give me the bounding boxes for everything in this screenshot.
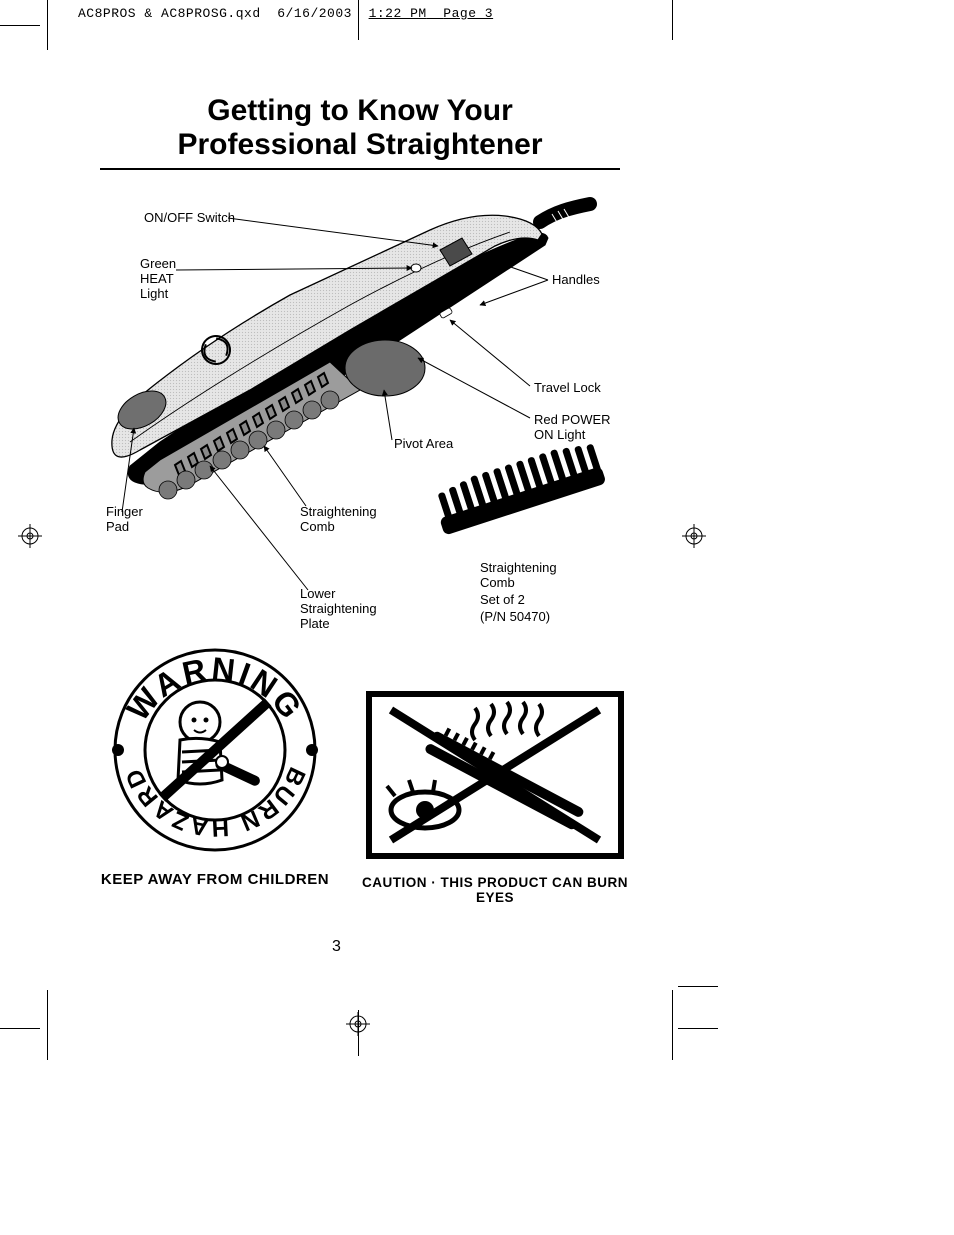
label-finger-pad-1: Finger bbox=[106, 504, 143, 519]
crop-mark bbox=[47, 0, 48, 50]
label-red-power-2: ON Light bbox=[534, 427, 585, 442]
crop-mark bbox=[47, 990, 48, 1060]
title-underline bbox=[100, 168, 620, 170]
title-line2: Professional Straightener bbox=[177, 128, 542, 161]
label-red-power-1: Red POWER bbox=[534, 412, 611, 427]
crop-mark bbox=[678, 986, 718, 987]
print-file-date: 6/16/2003 bbox=[277, 6, 352, 21]
title-line1: Getting to Know Your bbox=[207, 94, 513, 127]
registration-mark-icon bbox=[346, 1012, 370, 1036]
label-handles: Handles bbox=[552, 272, 600, 287]
print-file-time: 1:22 PM bbox=[369, 6, 427, 21]
label-travel-lock: Travel Lock bbox=[534, 380, 601, 395]
crop-mark bbox=[0, 25, 40, 26]
label-on-off: ON/OFF Switch bbox=[144, 210, 235, 225]
page-number: 3 bbox=[332, 938, 341, 956]
crop-mark bbox=[358, 0, 359, 40]
label-green-heat-2: HEAT bbox=[140, 271, 174, 286]
label-detached-comb-1: Straightening bbox=[480, 560, 557, 575]
caution-caption: CAUTION · THIS PRODUCT CAN BURN EYES bbox=[360, 875, 630, 905]
warning-burn-hazard-icon: WARNING BURN HAZARD bbox=[100, 640, 330, 860]
print-file-header: AC8PROS & AC8PROSG.qxd 6/16/2003 1:22 PM… bbox=[78, 6, 493, 21]
label-pivot-area: Pivot Area bbox=[394, 436, 453, 451]
print-file-name: AC8PROS & AC8PROSG.qxd bbox=[78, 6, 261, 21]
crop-mark bbox=[0, 1028, 40, 1029]
registration-mark-icon bbox=[682, 524, 706, 548]
label-green-heat-3: Light bbox=[140, 286, 168, 301]
label-green-heat-1: Green bbox=[140, 256, 176, 271]
label-finger-pad-2: Pad bbox=[106, 519, 129, 534]
label-detached-comb-4: (P/N 50470) bbox=[480, 609, 550, 624]
label-comb-2: Comb bbox=[300, 519, 335, 534]
crop-mark bbox=[672, 0, 673, 40]
label-detached-comb-2: Comb bbox=[480, 575, 515, 590]
label-lower-plate-3: Plate bbox=[300, 616, 330, 631]
label-lower-plate-1: Lower bbox=[300, 586, 335, 601]
page-title: Getting to Know Your Professional Straig… bbox=[100, 94, 620, 162]
warning-caption: KEEP AWAY FROM CHILDREN bbox=[100, 871, 330, 888]
label-comb-1: Straightening bbox=[300, 504, 377, 519]
label-lower-plate-2: Straightening bbox=[300, 601, 377, 616]
caution-badge-block: CAUTION · THIS PRODUCT CAN BURN EYES bbox=[360, 690, 630, 905]
crop-mark bbox=[672, 990, 673, 1060]
print-file-page: Page 3 bbox=[443, 6, 493, 21]
crop-mark bbox=[678, 1028, 718, 1029]
label-detached-comb-3: Set of 2 bbox=[480, 592, 525, 607]
registration-mark-icon bbox=[18, 524, 42, 548]
product-diagram: ON/OFF Switch Green HEAT Light Handles T… bbox=[100, 190, 620, 630]
caution-burn-eyes-icon bbox=[365, 690, 625, 864]
warning-badge-block: WARNING BURN HAZARD KEEP AWAY FROM CHILD… bbox=[100, 640, 330, 888]
